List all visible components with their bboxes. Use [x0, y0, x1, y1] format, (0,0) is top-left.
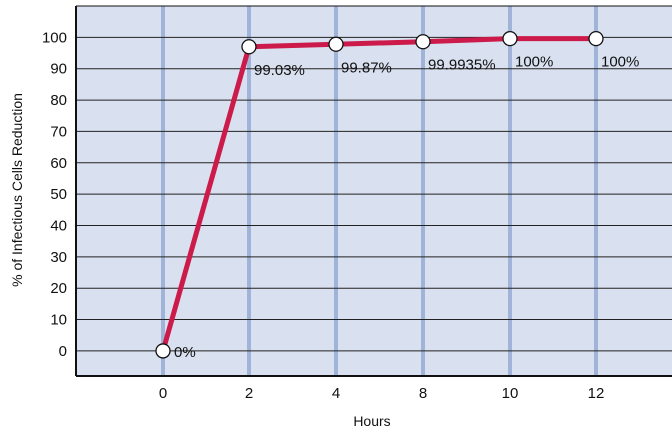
data-label-1: 99.03% — [254, 62, 305, 79]
x-tick-label-0: 0 — [159, 385, 167, 402]
y-tick-label-30: 30 — [50, 249, 67, 266]
y-tick-label-10: 10 — [50, 312, 67, 329]
data-point-4 — [502, 30, 518, 47]
y-tick-label-60: 60 — [50, 155, 67, 172]
vertical-bands — [161, 6, 598, 376]
vertical-band-3 — [421, 6, 425, 376]
x-axis-title: Hours — [353, 413, 390, 429]
data-point-3 — [415, 34, 431, 50]
y-tick-label-50: 50 — [50, 186, 67, 203]
y-tick-label-80: 80 — [50, 92, 67, 109]
data-label-2: 99.87% — [341, 59, 392, 76]
x-tick-label-10: 10 — [502, 385, 519, 402]
vertical-band-0 — [161, 6, 165, 376]
series-line — [160, 36, 599, 354]
x-tick-label-2: 2 — [245, 385, 253, 402]
x-tick-label-12: 12 — [588, 385, 605, 402]
y-tick-labels: 0 10 20 30 40 50 60 70 80 90 100 — [42, 29, 67, 360]
y-tick-label-100: 100 — [42, 29, 67, 46]
data-point-2 — [328, 36, 344, 52]
y-tick-label-20: 20 — [50, 280, 67, 297]
x-tick-label-8: 8 — [419, 385, 427, 402]
vertical-band-2 — [334, 6, 338, 376]
vertical-band-1 — [247, 6, 251, 376]
data-markers — [155, 30, 604, 359]
y-tick-label-90: 90 — [50, 61, 67, 78]
y-tick-label-0: 0 — [59, 343, 67, 360]
data-point-1 — [241, 39, 257, 55]
data-point-0 — [155, 343, 171, 359]
data-label-5: 100% — [601, 54, 639, 71]
data-label-4: 100% — [515, 54, 553, 71]
y-tick-label-70: 70 — [50, 123, 67, 140]
y-tick-label-40: 40 — [50, 217, 67, 234]
y-axis-title: % of Infectious Cells Reduction — [9, 93, 25, 287]
x-tick-label-4: 4 — [332, 385, 340, 402]
x-tick-labels: 0 2 4 8 10 12 — [159, 385, 605, 402]
vertical-band-4 — [508, 6, 512, 376]
vertical-band-5 — [594, 6, 598, 376]
horizontal-gridlines — [76, 36, 672, 352]
data-label-3: 99.9935% — [428, 57, 496, 74]
data-label-0: 0% — [174, 344, 196, 361]
data-point-5 — [588, 30, 604, 47]
data-labels: 0% 99.03% 99.87% 99.9935% 100% 100% — [174, 54, 639, 361]
